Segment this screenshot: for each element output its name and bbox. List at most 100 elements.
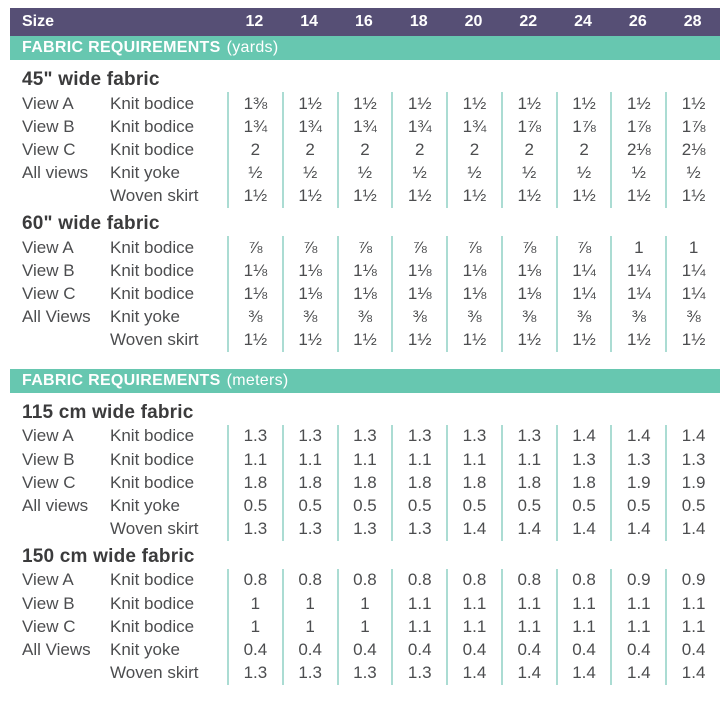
yardage-value-cell: 0.4 [500,638,556,662]
yardage-value-cell: 1½ [555,328,611,352]
yardage-value-cell: ⅞ [227,235,282,260]
yardage-value-cell: 2 [555,138,611,162]
yardage-value-cell: 1.8 [446,471,501,495]
yardage-value-cell: 1.4 [446,517,501,541]
size-column-header: 26 [628,13,647,30]
garment-piece-label: Knit bodice [110,570,195,590]
yardage-value-cell: 1½ [555,184,611,208]
yardage-value-cell: 0.9 [610,568,665,592]
view-label: View A [22,237,74,257]
garment-piece-label: Knit yoke [110,639,180,659]
yardage-value-cell: ⅞ [281,235,337,260]
garment-piece-label: Knit bodice [110,426,195,446]
yardage-value-cell: 0.5 [610,494,665,518]
yardage-value-cell: 1⅛ [500,282,556,306]
yardage-value-cell: 1.4 [555,517,611,541]
yardage-value-cell: ½ [336,161,392,185]
size-column-header: 20 [464,13,483,30]
yardage-value-cell: 1⅞ [610,115,665,139]
yardage-value-cell: ⅞ [446,235,501,260]
yardage-value-cell: 1.8 [336,471,392,495]
yardage-value-cell: 1½ [227,328,282,352]
yardage-value-cell: 1¼ [610,259,665,283]
view-label: View A [22,426,74,446]
yardage-value-cell: 1.1 [500,448,556,472]
yardage-value-cell: 1¾ [391,115,446,139]
yardage-value-cell: 1.3 [227,424,282,449]
yardage-value-cell: 2⅛ [610,138,665,162]
table-row: View B Knit bodice 1 1 1 1.1 1.1 1.1 1.1 1.1 1.1 [10,592,720,616]
yardage-value-cell: ½ [665,161,720,185]
table-row: View B Knit bodice 1¾ 1¾ 1¾ 1¾ 1¾ 1⅞ 1⅞ 1⅞ 1⅞ [10,115,720,139]
yardage-value-cell: 1.3 [336,517,392,541]
yardage-value-cell: 1.1 [391,448,446,472]
yardage-value-cell: 1 [227,615,282,639]
yardage-value-cell: 1.3 [391,424,446,449]
yardage-value-cell: 1.3 [227,517,282,541]
banner-title: FABRIC REQUIREMENTS [22,39,221,56]
yardage-value-cell: 1.3 [227,661,282,685]
section-heading: 45" wide fabric [22,69,160,90]
yardage-value-cell: 1.4 [610,424,665,449]
yardage-value-cell: 0.4 [281,638,337,662]
yardage-value-cell: 1½ [281,184,337,208]
yardage-value-cell: 1¼ [610,282,665,306]
table-row: All Views Knit yoke 0.4 0.4 0.4 0.4 0.4 0.4 0.4 0… [10,638,720,662]
yardage-value-cell: 1½ [391,92,446,116]
fabric-requirements-banner: FABRIC REQUIREMENTS (yards) [10,36,720,60]
garment-piece-label: Woven skirt [110,330,199,350]
size-column-header: 28 [683,13,702,30]
yardage-value-cell: 1.3 [500,424,556,449]
view-label: View B [22,593,75,613]
yardage-value-cell: 1.1 [500,592,556,616]
table-row: View A Knit bodice ⅞ ⅞ ⅞ ⅞ ⅞ ⅞ ⅞ 1 1 [10,235,720,260]
view-label: View B [22,449,75,469]
table-row: View C Knit bodice 1⅛ 1⅛ 1⅛ 1⅛ 1⅛ 1⅛ 1¼ 1¼ 1¼ [10,282,720,306]
yardage-value-cell: 0.8 [336,568,392,592]
yardage-value-cell: ⅞ [391,235,446,260]
yardage-value-cell: 1⅛ [281,282,337,306]
yardage-value-cell: 1.1 [610,592,665,616]
yardage-value-cell: 0.8 [227,568,282,592]
yardage-value-cell: ⅜ [555,305,611,329]
yardage-value-cell: 1.3 [391,517,446,541]
yardage-value-cell: 1½ [281,92,337,116]
garment-piece-label: Knit bodice [110,93,195,113]
yardage-value-cell: 1.3 [281,661,337,685]
yardage-value-cell: 1.1 [391,615,446,639]
yardage-value-cell: 1 [665,235,720,260]
yardage-value-cell: 1.3 [665,448,720,472]
garment-piece-label: Knit yoke [110,307,180,327]
yardage-value-cell: 1.3 [555,448,611,472]
yardage-value-cell: 0.5 [281,494,337,518]
yardage-value-cell: 1⅛ [227,282,282,306]
yardage-value-cell: 1 [281,592,337,616]
yardage-value-cell: 1⅛ [391,259,446,283]
yardage-value-cell: 0.5 [665,494,720,518]
yardage-value-cell: 1.1 [391,592,446,616]
yardage-value-cell: 0.8 [500,568,556,592]
table-row: View C Knit bodice 1 1 1 1.1 1.1 1.1 1.1 1.1 1.1 [10,615,720,639]
yardage-value-cell: 1.4 [665,661,720,685]
yardage-value-cell: 1⅛ [336,282,392,306]
yardage-value-cell: 1.3 [391,661,446,685]
yardage-value-cell: 1.1 [665,592,720,616]
yardage-value-cell: 1.8 [500,471,556,495]
banner-title: FABRIC REQUIREMENTS [22,371,221,389]
yardage-value-cell: 1.9 [665,471,720,495]
yardage-value-cell: 1.1 [446,592,501,616]
size-column-header: 22 [519,13,538,30]
yardage-value-cell: ⅞ [336,235,392,260]
yardage-value-cell: ½ [500,161,556,185]
size-column-header: 12 [245,13,264,30]
yardage-value-cell: 1½ [446,92,501,116]
yardage-value-cell: 1½ [665,328,720,352]
yardage-value-cell: 1.4 [555,661,611,685]
yardage-value-cell: 1 [336,615,392,639]
yardage-value-cell: 1½ [281,328,337,352]
yardage-value-cell: 1½ [500,92,556,116]
table-row: View A Knit bodice 1⅜ 1½ 1½ 1½ 1½ 1½ 1½ 1½ 1½ [10,92,720,116]
yardage-value-cell: ⅜ [336,305,392,329]
yardage-value-cell: 2 [336,138,392,162]
